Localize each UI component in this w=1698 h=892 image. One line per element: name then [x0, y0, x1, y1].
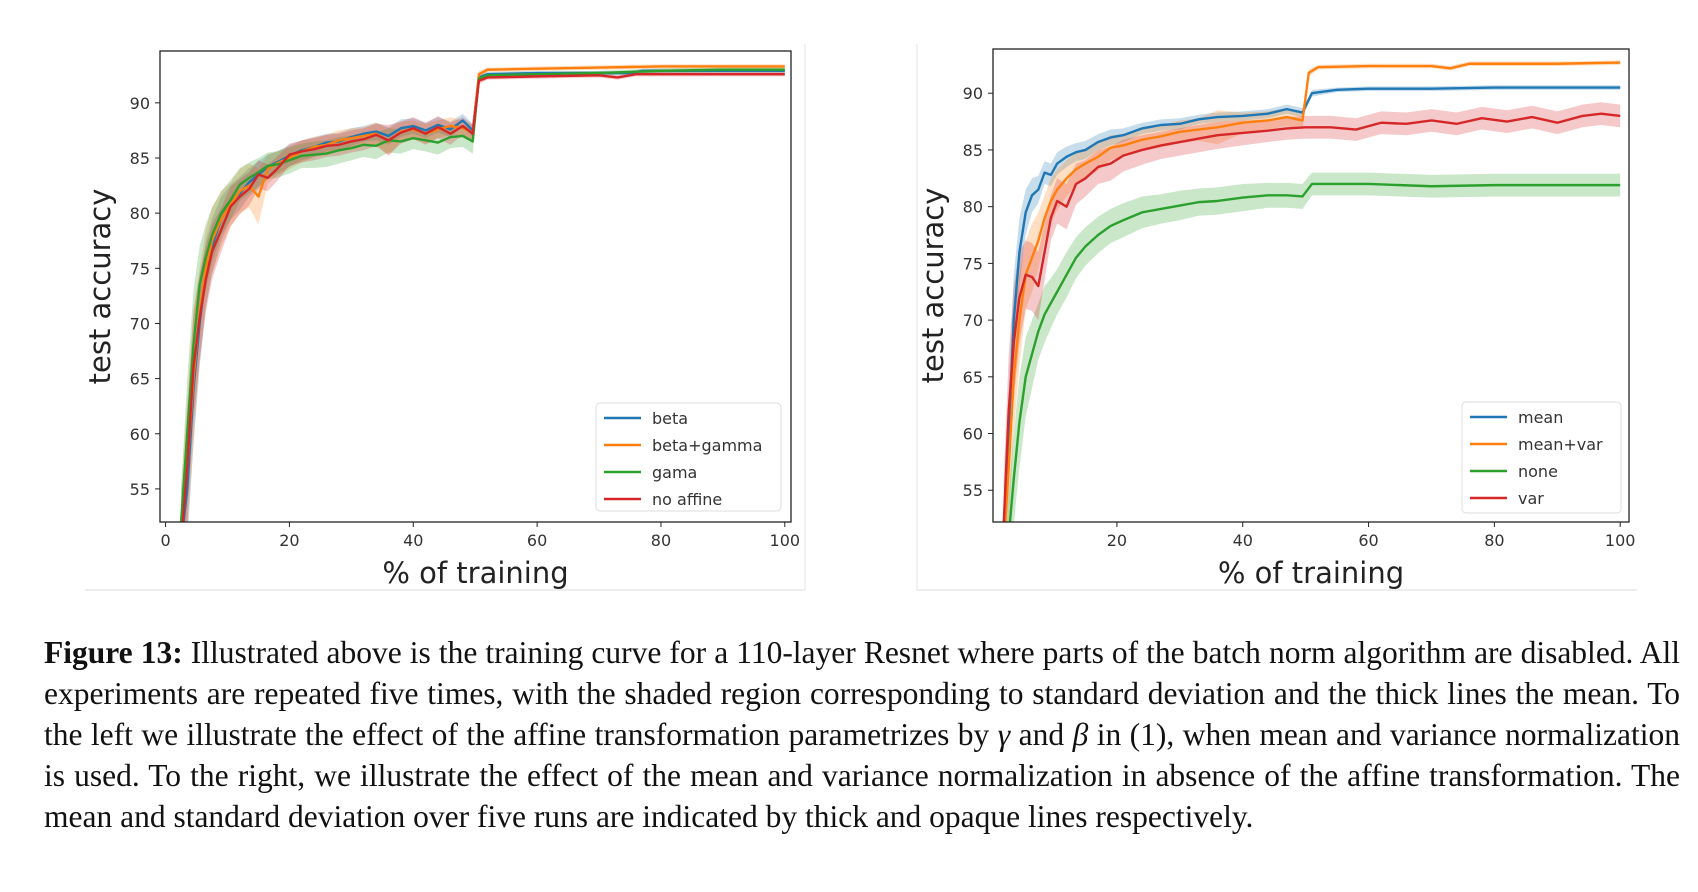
x-tick-label: 20 — [279, 531, 299, 550]
caption-text-3: in (1), when mean and variance normaliza… — [44, 717, 1681, 834]
caption-label: Figure 13: — [44, 635, 183, 670]
x-axis-label: % of training — [1218, 556, 1404, 590]
y-axis-label: test accuracy — [916, 188, 950, 384]
y-tick-label: 85 — [963, 141, 983, 160]
caption-text-1: Illustrated above is the training curve … — [44, 635, 1680, 752]
x-tick-label: 100 — [770, 531, 801, 550]
x-tick-label: 40 — [1233, 531, 1253, 550]
y-tick-label: 90 — [963, 84, 983, 103]
y-axis-label: test accuracy — [83, 189, 117, 385]
y-tick-label: 55 — [130, 480, 150, 499]
legend-label: no affine — [652, 490, 722, 509]
y-tick-label: 70 — [130, 314, 150, 333]
y-tick-label: 60 — [963, 425, 983, 444]
legend-label: mean+var — [1518, 435, 1603, 454]
x-tick-label: 20 — [1107, 531, 1127, 550]
y-tick-label: 60 — [130, 425, 150, 444]
legend-label: beta — [652, 409, 688, 428]
axes-frame — [159, 50, 792, 523]
legend-box — [1461, 401, 1622, 514]
series-line-no-affine — [181, 72, 785, 522]
legend-box — [595, 402, 782, 512]
legend-label: none — [1518, 462, 1558, 481]
series-line-beta-gamma — [180, 65, 785, 522]
x-tick-label: 40 — [403, 531, 423, 550]
plot-area — [1002, 60, 1621, 522]
legend: beta beta+gamma gama no affine — [595, 402, 782, 512]
series-line-gama — [179, 68, 785, 522]
series-line-mean — [1003, 86, 1621, 522]
x-axis-label: % of training — [382, 556, 568, 590]
y-tick-label: 65 — [130, 370, 150, 389]
x-tick-label: 60 — [1358, 531, 1378, 550]
right-chart-normalization: 20 40 60 80 100 55 60 65 70 75 80 85 90 % of training… — [916, 44, 1637, 591]
legend-label: beta+gamma — [652, 436, 762, 455]
y-tick-label: 75 — [963, 254, 983, 273]
legend: mean mean+var none var — [1461, 401, 1622, 514]
left-chart-affine: 0 20 40 60 80 100 55 60 65 70 75 80 85 90 % of trainin… — [83, 44, 806, 591]
x-tick-label: 80 — [651, 531, 671, 550]
legend-label: mean — [1518, 408, 1563, 427]
y-tick-label: 70 — [963, 311, 983, 330]
caption-beta: β — [1072, 717, 1089, 752]
x-tick-label: 60 — [527, 531, 547, 550]
y-tick-label: 90 — [130, 94, 150, 113]
series-line-mean-var — [1004, 61, 1621, 522]
series-line-none — [1008, 182, 1621, 522]
y-tick-label: 75 — [130, 259, 150, 278]
legend-label: gama — [652, 463, 697, 482]
plot-area — [179, 64, 785, 522]
y-tick-label: 55 — [963, 481, 983, 500]
y-tick-label: 85 — [130, 149, 150, 168]
y-tick-label: 80 — [963, 198, 983, 217]
y-tick-label: 80 — [130, 204, 150, 223]
series-line-var — [1002, 112, 1621, 522]
std-band-none — [1004, 172, 1621, 522]
caption-text-2: and — [1010, 717, 1073, 752]
legend-label: var — [1518, 489, 1544, 508]
caption-gamma: γ — [997, 717, 1011, 752]
x-tick-label: 80 — [1484, 531, 1504, 550]
x-tick-label: 100 — [1605, 531, 1636, 550]
figure-caption: Figure 13: Illustrated above is the trai… — [44, 632, 1680, 837]
y-tick-label: 65 — [963, 368, 983, 387]
x-tick-label: 0 — [160, 531, 170, 550]
axes-frame — [992, 48, 1630, 523]
